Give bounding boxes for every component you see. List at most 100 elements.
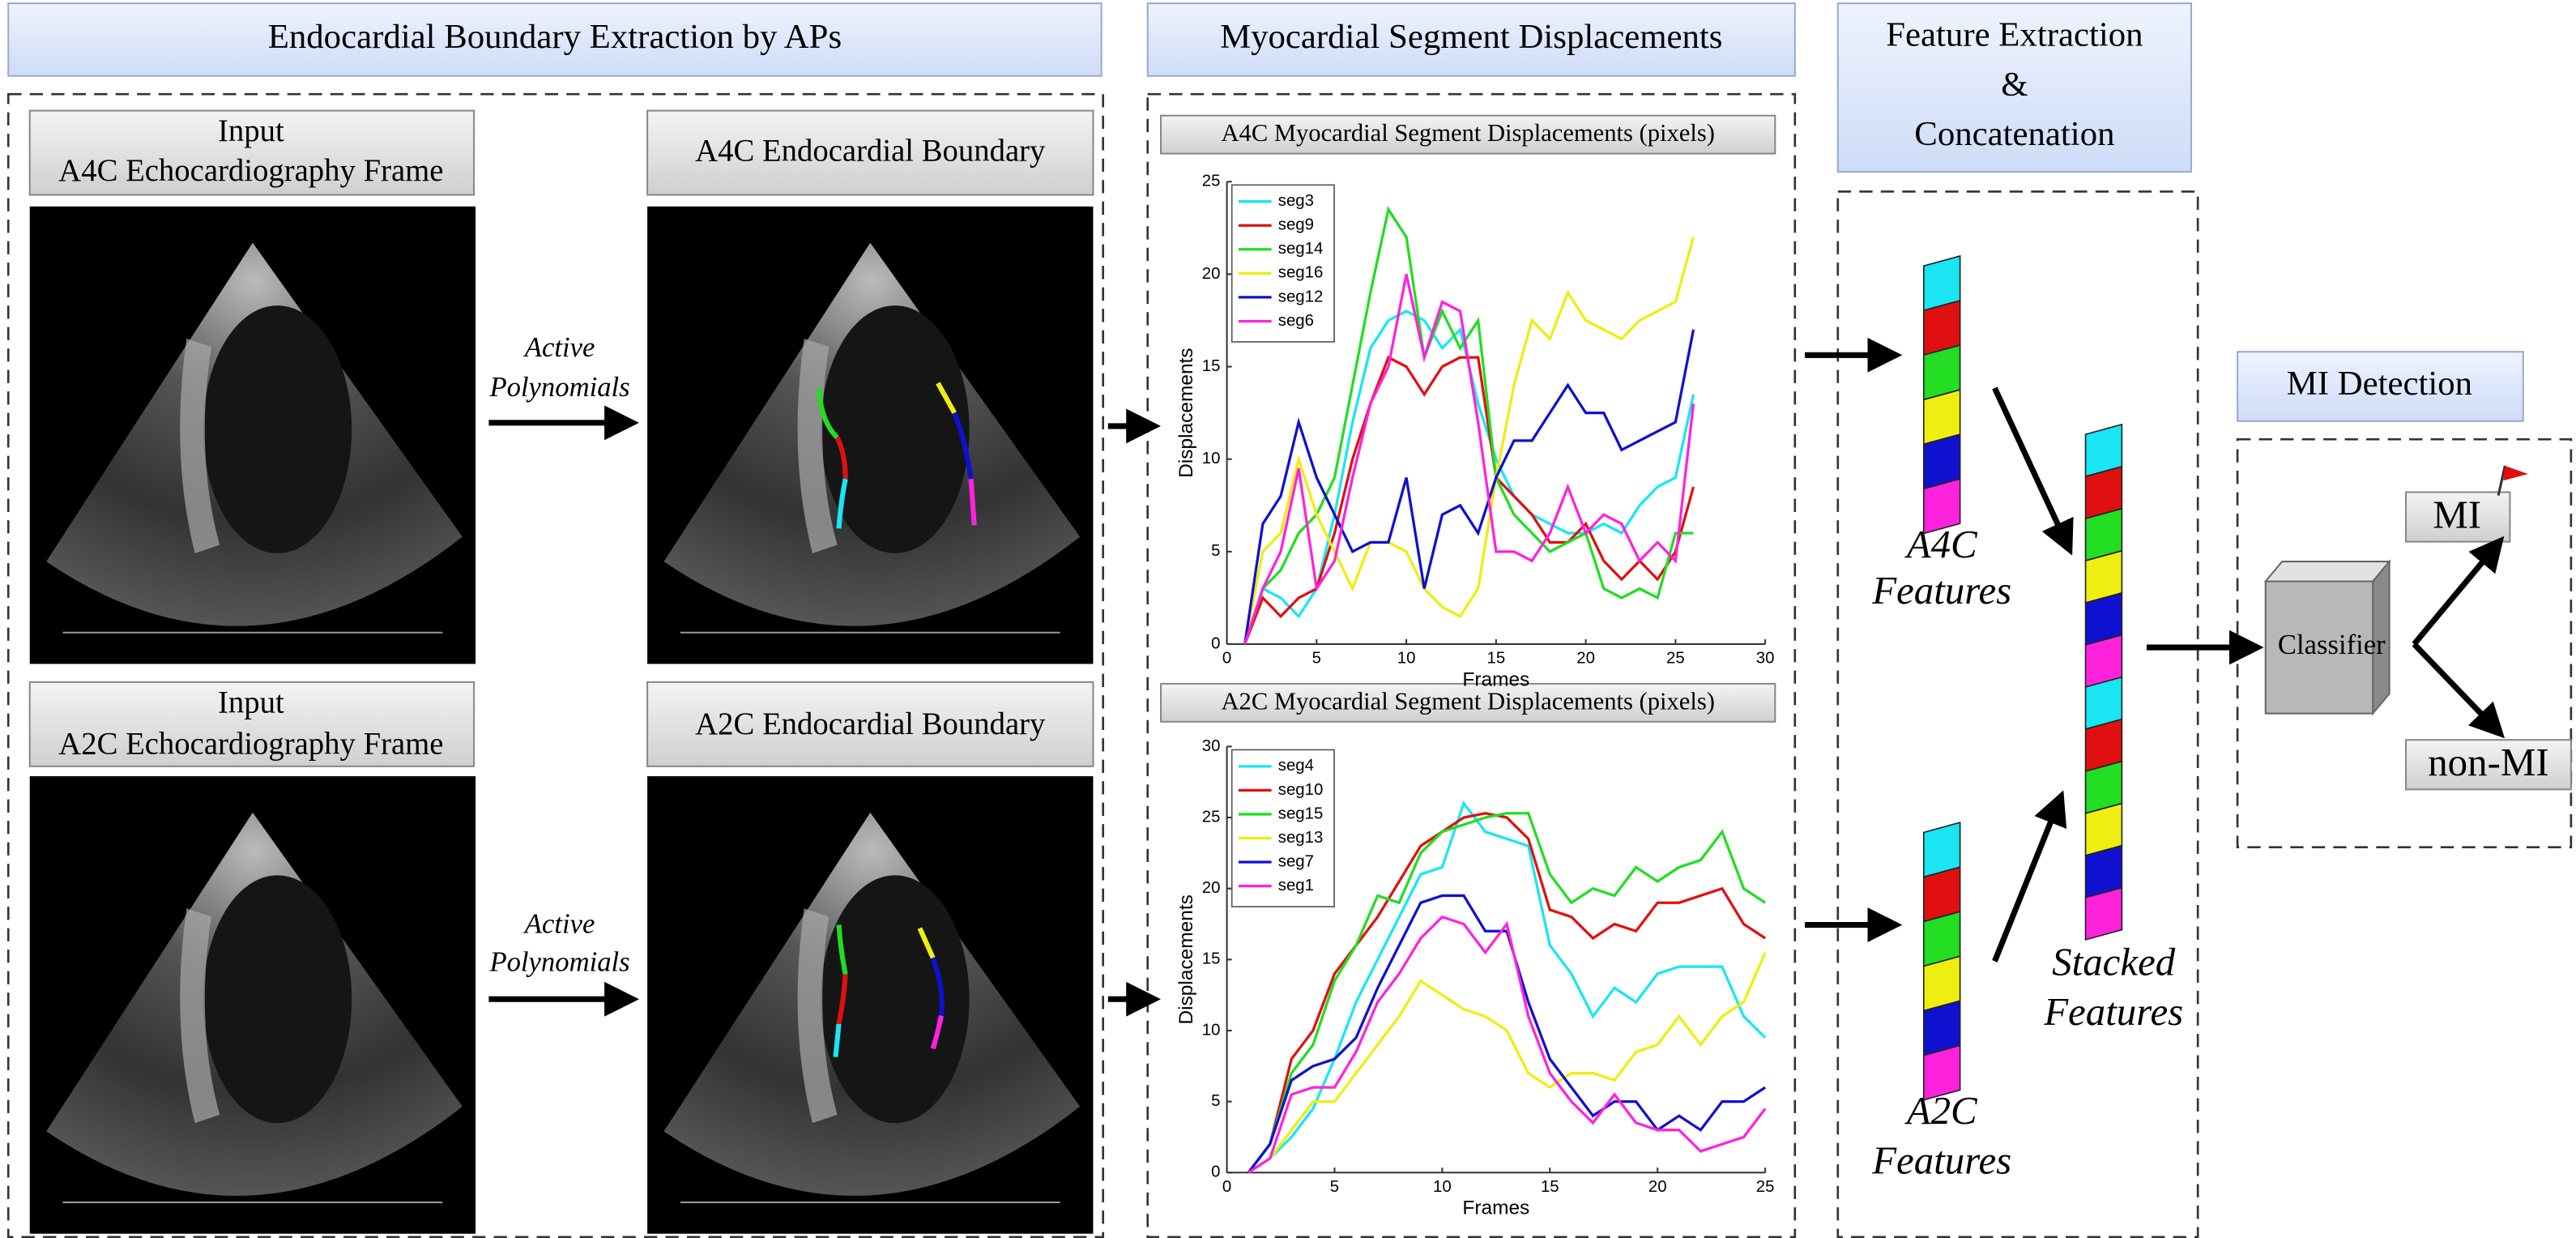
x-tick-label: 15 [1487,650,1506,668]
x-tick-label: 20 [1576,650,1595,668]
label-box [646,681,1094,767]
header: Concatenation [1914,115,2114,153]
method: Active [523,332,595,363]
output-box [2404,739,2572,791]
series-line [1243,206,1694,645]
features-label: Features [2043,989,2183,1034]
echo-image [646,775,1094,1235]
label: Input [218,685,284,719]
x-tick-label: 10 [1433,1178,1452,1196]
x-axis-label: Frames [1462,668,1529,690]
x-tick-label: 5 [1312,650,1321,668]
series-line [1243,274,1695,645]
series-line [1243,355,1695,645]
section-frame [1836,190,2199,1238]
header: MI Detection [2287,365,2472,403]
label: A2C Echocardiography Frame [58,726,443,761]
y-tick-label: 30 [1202,737,1221,755]
y-tick-label: 0 [1211,1163,1220,1181]
header: & [2001,66,2028,104]
y-axis-label: Displacements [1175,348,1197,477]
header-box [1146,2,1796,77]
header-box [2237,351,2524,422]
y-axis-label: Displacements [1175,894,1197,1024]
series-line [1247,951,1767,1174]
feature-cell [2084,886,2123,941]
header: Myocardial Segment Displacements [1220,18,1722,56]
method: Active [523,909,595,940]
chart-title: A4C Myocardial Segment Displacements (pi… [1221,119,1714,147]
chart-title: A2C Myocardial Segment Displacements (pi… [1221,687,1714,715]
label: A4C Echocardiography Frame [58,153,443,188]
y-tick-label: 10 [1202,450,1221,467]
legend-label: seg13 [1278,829,1324,847]
series-line [1243,329,1695,645]
x-tick-label: 5 [1330,1178,1339,1196]
legend-label: seg15 [1278,805,1324,822]
features-label: Features [1871,568,2011,613]
legend-label: seg16 [1278,264,1324,282]
legend-label: seg12 [1278,288,1324,305]
label-box [1160,114,1776,155]
section-frame [1146,92,1797,1238]
charts: 0 5 10 15 20 25 30 0 5 10 15 20 25 Frames Displacement… [1175,173,1774,1219]
y-tick-label: 25 [1202,808,1221,826]
section-frame [6,92,1105,1238]
legend-label: seg10 [1278,781,1324,799]
label-box [28,109,476,196]
y-tick-label: 15 [1202,357,1221,375]
y-tick-label: 5 [1211,542,1220,560]
y-tick-label: 25 [1202,173,1221,190]
label: A4C Endocardial Boundary [695,133,1046,168]
header: Feature Extraction [1886,16,2143,54]
y-tick-label: 20 [1202,265,1221,283]
arrows [488,337,2506,1017]
label-box [28,681,476,767]
legend-label: seg3 [1278,192,1314,210]
x-tick-label: 30 [1756,650,1775,668]
header-box [1836,2,2193,173]
classifier: Classifier [2263,465,2528,716]
y-tick-label: 20 [1202,879,1221,897]
x-axis-label: Frames [1462,1197,1529,1219]
series-line [1247,894,1767,1174]
series-line [1243,237,1695,645]
x-tick-label: 25 [1756,1178,1775,1196]
boundary-overlay [817,382,977,1057]
output-box [2404,491,2511,543]
y-tick-label: 10 [1202,1021,1221,1039]
x-tick-label: 15 [1541,1178,1559,1196]
feature-cell [1922,1044,1961,1101]
y-tick-label: 5 [1211,1092,1220,1110]
legend-box [1230,749,1335,907]
legend-box [1230,184,1335,343]
series-line [1247,812,1767,1174]
x-tick-label: 0 [1222,1178,1231,1196]
legend-label: seg9 [1278,216,1314,234]
series-line [1247,812,1767,1174]
features-label: Stacked [2052,940,2176,984]
y-tick-label: 0 [1211,634,1220,652]
header: Endocardial Boundary Extraction by APs [268,18,842,56]
label-box [646,109,1094,196]
x-tick-label: 20 [1648,1178,1667,1196]
echo-image [28,205,477,665]
x-tick-label: 0 [1222,650,1231,668]
label: Input [218,113,284,148]
method: Polynomials [488,946,629,977]
x-tick-label: 10 [1397,650,1416,668]
feature-cell [1922,478,1961,535]
legend-label: seg7 [1278,852,1314,870]
feature-vectors [1922,254,2123,1101]
legend-label: seg4 [1278,757,1314,775]
label-box [1160,682,1776,723]
legend-label: seg1 [1278,877,1314,894]
legend-label: seg6 [1278,312,1314,330]
echo-image [646,205,1094,665]
method: Polynomials [488,372,629,403]
echo-image [28,775,477,1235]
x-tick-label: 25 [1666,650,1685,668]
label: A2C Endocardial Boundary [695,707,1046,741]
